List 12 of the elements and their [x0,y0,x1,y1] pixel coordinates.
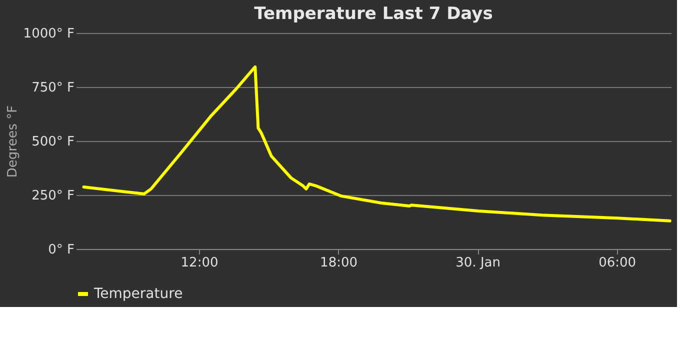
y-tick-label: 750° F [32,80,74,96]
y-tick-label: 1000° F [23,26,74,42]
y-tick-label: 250° F [32,188,74,204]
x-tick-label: 12:00 [180,256,218,270]
y-tick-label: 500° F [32,134,74,150]
chart-title: Temperature Last 7 Days [254,4,493,24]
x-tick-label: 30. Jan [456,256,500,270]
legend-label: Temperature [93,286,183,302]
x-tick-label: 06:00 [598,256,636,270]
y-tick-label: 0° F [48,242,74,258]
y-axis-title: Degrees °F [5,105,20,178]
x-tick-label: 18:00 [320,256,358,270]
